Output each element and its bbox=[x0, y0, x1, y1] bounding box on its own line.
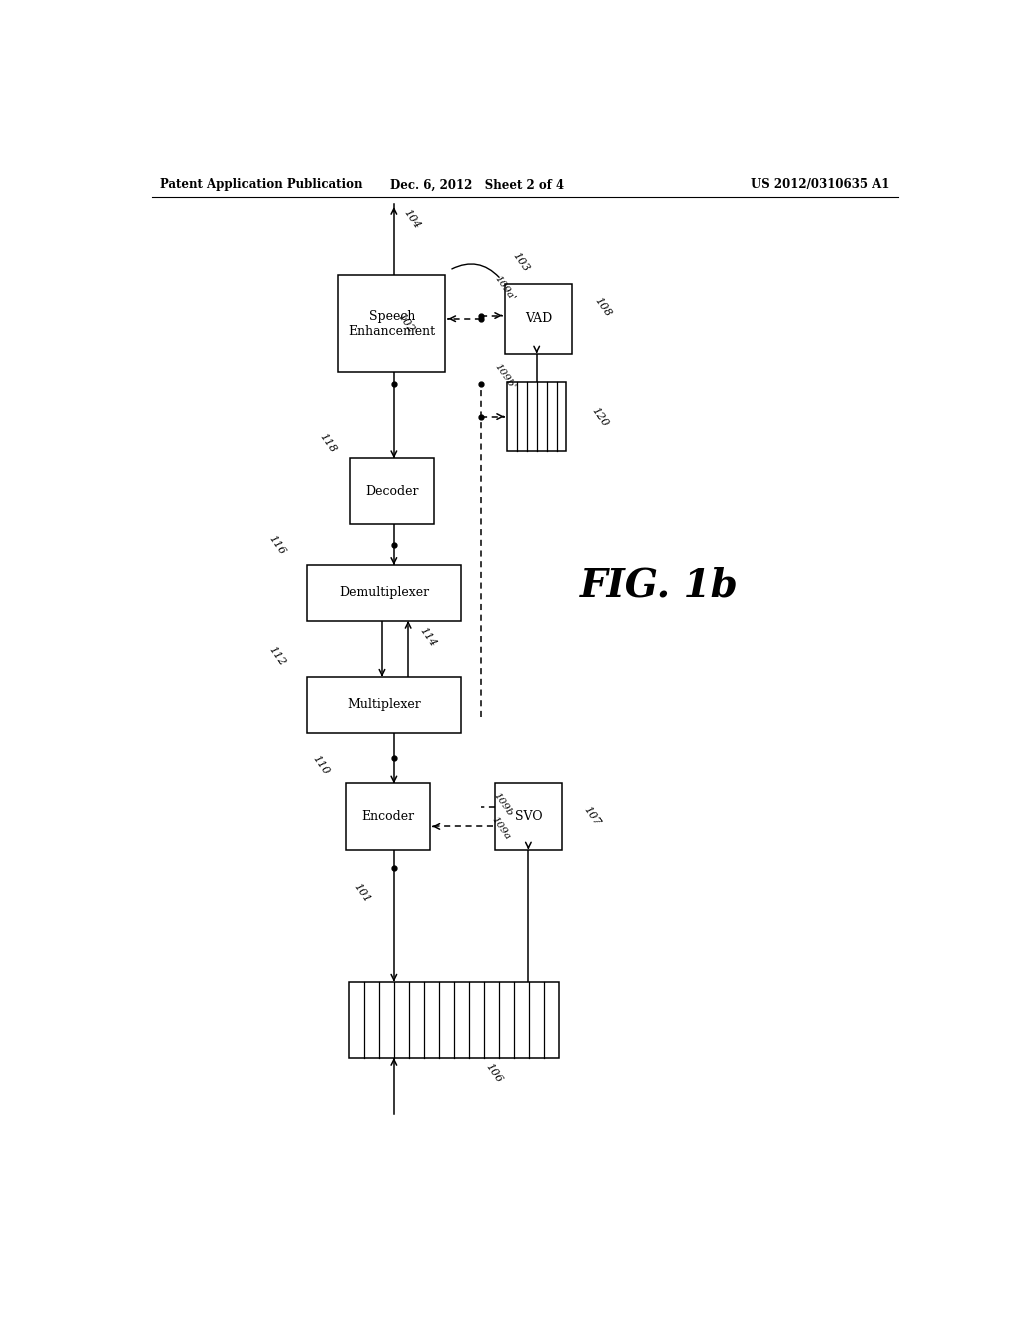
Text: 116: 116 bbox=[266, 533, 287, 556]
Text: SVO: SVO bbox=[514, 810, 542, 822]
Text: Multiplexer: Multiplexer bbox=[347, 698, 421, 711]
Text: Decoder: Decoder bbox=[366, 484, 419, 498]
Text: VAD: VAD bbox=[525, 313, 552, 326]
Text: FIG. 1b: FIG. 1b bbox=[581, 566, 739, 605]
Bar bbox=[507, 381, 566, 451]
Text: 114: 114 bbox=[418, 624, 438, 648]
Text: 109a': 109a' bbox=[493, 273, 517, 302]
Text: 103: 103 bbox=[511, 251, 531, 273]
Bar bbox=[346, 784, 430, 850]
Bar bbox=[495, 784, 562, 850]
Text: 118: 118 bbox=[317, 432, 338, 454]
Text: 104: 104 bbox=[401, 207, 422, 231]
Text: 112: 112 bbox=[266, 644, 287, 668]
Text: Patent Application Publication: Patent Application Publication bbox=[160, 178, 362, 191]
Bar bbox=[350, 458, 433, 524]
Text: Dec. 6, 2012   Sheet 2 of 4: Dec. 6, 2012 Sheet 2 of 4 bbox=[390, 178, 564, 191]
Bar bbox=[348, 982, 559, 1057]
Text: 108: 108 bbox=[592, 296, 612, 318]
Text: 110: 110 bbox=[310, 754, 331, 776]
Text: 109b: 109b bbox=[493, 791, 515, 818]
Text: 102: 102 bbox=[395, 312, 416, 335]
Text: 120: 120 bbox=[590, 405, 610, 428]
Text: 109b': 109b' bbox=[493, 362, 517, 391]
Text: 109a: 109a bbox=[489, 816, 512, 842]
Text: 101: 101 bbox=[352, 882, 373, 906]
Text: 106: 106 bbox=[483, 1061, 504, 1085]
Text: US 2012/0310635 A1: US 2012/0310635 A1 bbox=[752, 178, 890, 191]
Bar bbox=[306, 565, 461, 620]
Bar bbox=[505, 284, 572, 354]
FancyArrowPatch shape bbox=[452, 264, 499, 277]
Text: 107: 107 bbox=[582, 805, 602, 828]
Bar bbox=[306, 677, 461, 733]
Text: Speech
Enhancement: Speech Enhancement bbox=[348, 310, 435, 338]
Bar bbox=[338, 276, 445, 372]
Text: Demultiplexer: Demultiplexer bbox=[339, 586, 429, 599]
Text: Encoder: Encoder bbox=[361, 810, 415, 822]
